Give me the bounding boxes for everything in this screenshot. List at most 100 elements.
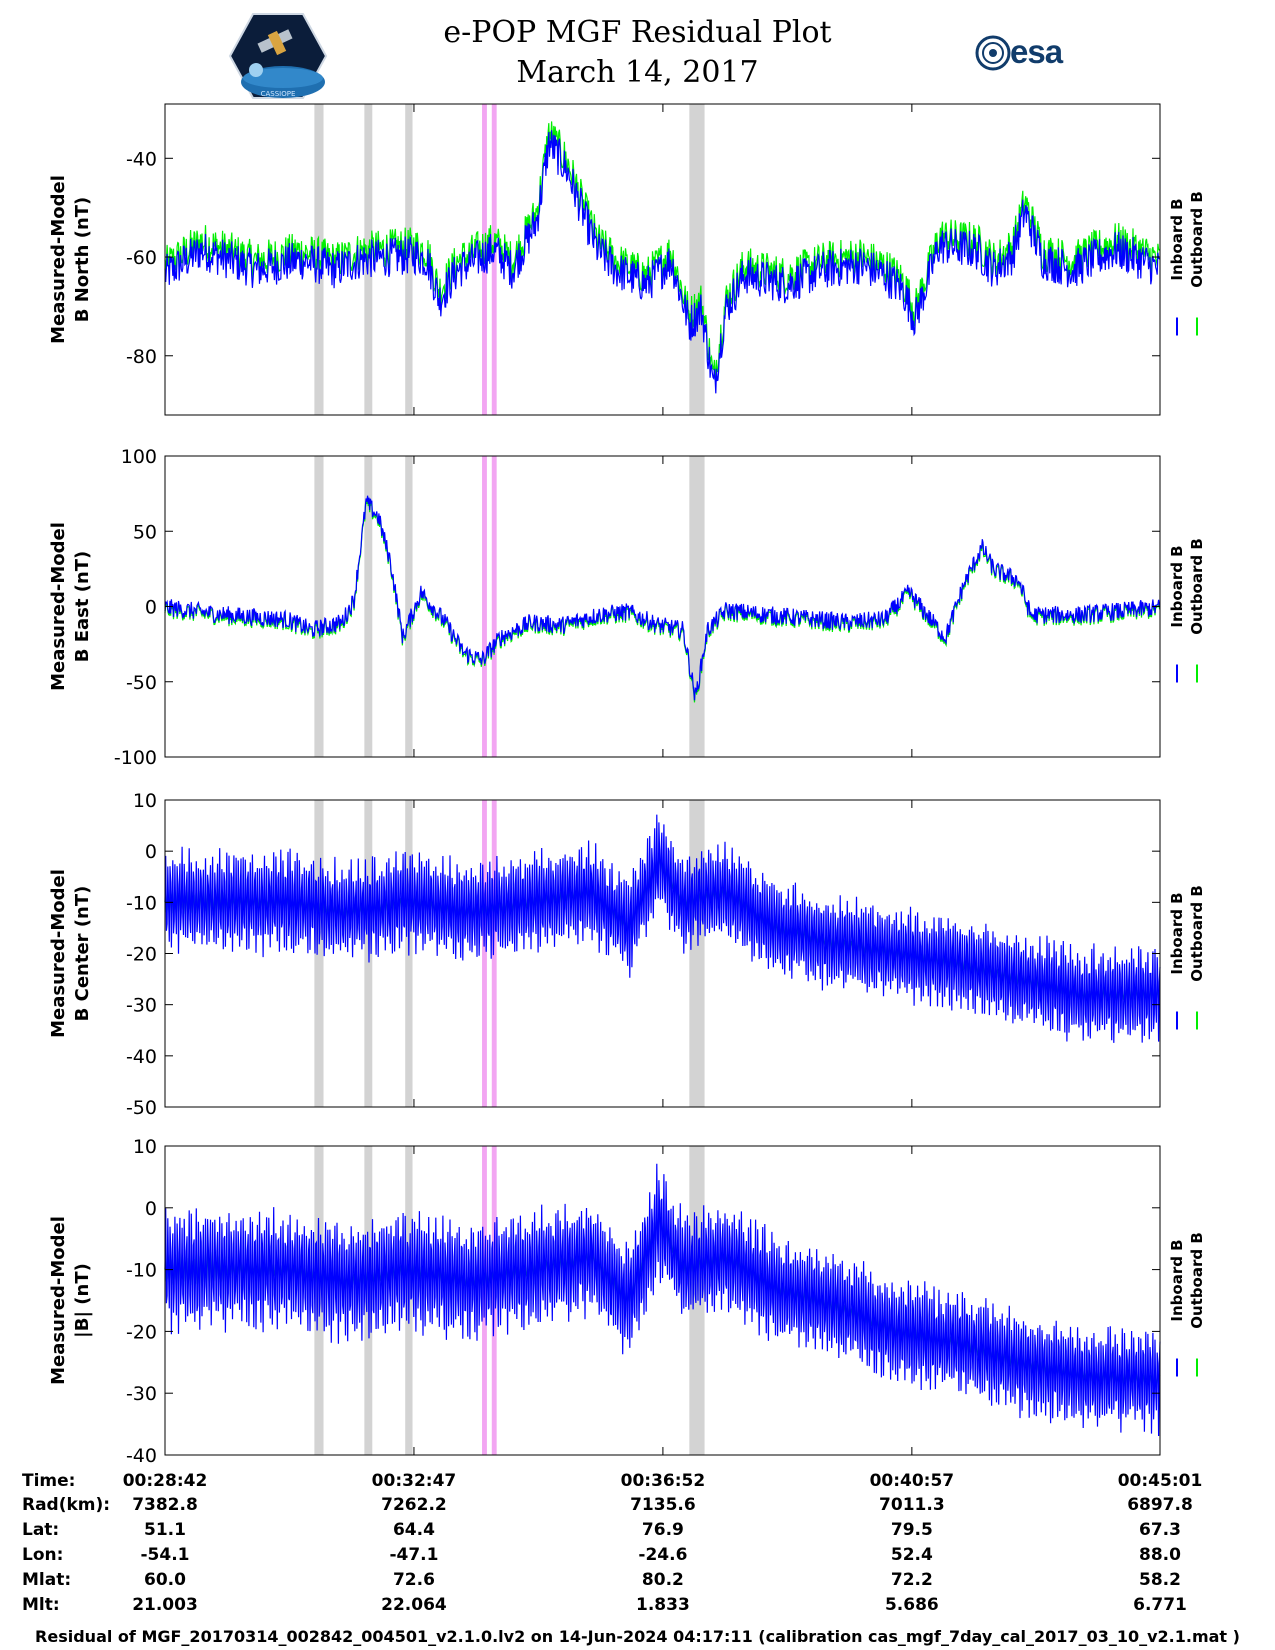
ephemeris-cell: 6.771 [1133, 1595, 1187, 1615]
inboard-series-line [164, 1163, 1161, 1437]
y-tick-label: 0 [145, 841, 157, 863]
gray-interval-band [314, 800, 324, 1107]
y-tick-label: 10 [133, 790, 157, 812]
ephemeris-row-label: Rad(km): [22, 1495, 110, 1515]
ephemeris-cell: 80.2 [642, 1570, 684, 1590]
ephemeris-cell: 00:32:47 [372, 1471, 457, 1491]
gray-interval-band [314, 456, 324, 757]
ephemeris-cell: 00:45:01 [1118, 1471, 1203, 1491]
ephemeris-cell: 64.4 [393, 1520, 435, 1540]
y-tick-label: -100 [114, 747, 157, 769]
legend-inboard-label: Inboard B [1168, 198, 1186, 280]
y-tick-label: -40 [126, 1046, 157, 1068]
y-tick-label: -20 [126, 1321, 157, 1343]
panel-1: -80 -60 -40 Measured-Model B North (nT) Inboa… [48, 103, 1206, 416]
gray-interval-band [689, 456, 705, 757]
y-tick-label: 10 [133, 1136, 157, 1158]
magenta-interval-band [491, 456, 497, 757]
y-tick-label: -30 [126, 995, 157, 1017]
gray-interval-band [405, 456, 413, 757]
ephemeris-cell: 51.1 [144, 1520, 186, 1540]
ephemeris-cell: 7135.6 [630, 1495, 696, 1515]
cassiope-logo: CASSIOPE [228, 13, 328, 99]
ephemeris-cell: 7382.8 [132, 1495, 198, 1515]
ephemeris-cell: 5.686 [885, 1595, 939, 1615]
inboard-series-line [164, 495, 1161, 701]
y-tick-label: -40 [126, 148, 157, 170]
y-tick-label: 100 [121, 446, 157, 468]
y-tick-label: -50 [126, 1097, 157, 1119]
y-tick-label: -40 [126, 1445, 157, 1467]
plot-date: March 14, 2017 [516, 55, 759, 90]
esa-logo [975, 35, 1011, 71]
y-axis-label-units: B Center (nT) [72, 886, 93, 1022]
ephemeris-row-label: Lat: [22, 1520, 59, 1540]
ephemeris-cell: 60.0 [144, 1570, 186, 1590]
cassiope-logo-text: CASSIOPE [261, 90, 296, 98]
ephemeris-cell: 67.3 [1139, 1520, 1181, 1540]
legend-inboard-label: Inboard B [1168, 1239, 1186, 1321]
ephemeris-cell: 7262.2 [381, 1495, 447, 1515]
outboard-series-line [164, 497, 1161, 703]
ephemeris-cell: -54.1 [141, 1545, 190, 1565]
ephemeris-cell: 1.833 [636, 1595, 690, 1615]
ephemeris-cell: 7011.3 [879, 1495, 945, 1515]
ephemeris-cell: 00:36:52 [621, 1471, 706, 1491]
y-tick-label: -50 [126, 672, 157, 694]
y-tick-label: -60 [126, 247, 157, 269]
ephemeris-cell: 88.0 [1139, 1545, 1181, 1565]
ephemeris-cell: 72.6 [393, 1570, 435, 1590]
ephemeris-cell: -47.1 [389, 1545, 438, 1565]
y-tick-label: 50 [133, 521, 157, 543]
y-tick-label: -80 [126, 346, 157, 368]
magenta-interval-band [491, 800, 497, 1107]
ephemeris-cell: 00:28:42 [123, 1471, 208, 1491]
legend-outboard-label: Outboard B [1188, 191, 1206, 288]
esa-logo-text: esa [1010, 33, 1063, 70]
magenta-interval-band [482, 800, 487, 1107]
gray-interval-band [689, 104, 705, 415]
plot-frame [164, 455, 1161, 758]
y-tick-label: -20 [126, 944, 157, 966]
ephemeris-cell: 52.4 [891, 1545, 933, 1565]
gray-interval-band [689, 800, 705, 1107]
ephemeris-cell: 21.003 [132, 1595, 198, 1615]
ephemeris-cell: 00:40:57 [870, 1471, 955, 1491]
ephemeris-cell: 22.064 [381, 1595, 447, 1615]
legend-outboard-label: Outboard B [1188, 538, 1206, 635]
ephemeris-row-label: Lon: [22, 1545, 63, 1565]
legend-outboard-label: Outboard B [1188, 1232, 1206, 1329]
y-tick-label: -10 [126, 1260, 157, 1282]
y-axis-label-units: |B| (nT) [72, 1263, 93, 1338]
ephemeris-cell: 76.9 [642, 1520, 684, 1540]
gray-interval-band [405, 104, 413, 415]
panel-4: -40 -30 -20 -10 0 10 Measured-Model |B| (nT) Inb… [48, 1136, 1206, 1467]
ephemeris-table: Time: Rad(km): Lat: Lon: Mlat: Mlt: 00:28:42 73… [22, 1471, 1202, 1615]
y-tick-label: 0 [145, 597, 157, 619]
panel-2: -100 -50 0 50 100 Measured-Model B East (nT) In… [48, 446, 1206, 769]
legend-inboard-label: Inboard B [1168, 545, 1186, 627]
y-axis-label: Measured-Model [48, 1216, 69, 1385]
legend-outboard-label: Outboard B [1188, 885, 1206, 982]
ephemeris-cell: 79.5 [891, 1520, 933, 1540]
y-tick-label: -10 [126, 892, 157, 914]
ephemeris-cell: 6897.8 [1127, 1495, 1193, 1515]
ephemeris-row-label: Mlt: [22, 1595, 60, 1615]
y-axis-label: Measured-Model [48, 175, 69, 344]
ephemeris-cell: 58.2 [1139, 1570, 1181, 1590]
magenta-interval-band [482, 456, 487, 757]
ephemeris-cell: 72.2 [891, 1570, 933, 1590]
footer-caption: Residual of MGF_20170314_002842_004501_v… [35, 1627, 1240, 1646]
y-axis-label: Measured-Model [48, 869, 69, 1038]
y-axis-label-units: B North (nT) [72, 197, 93, 323]
y-tick-label: -30 [126, 1383, 157, 1405]
y-tick-label: 0 [145, 1198, 157, 1220]
gray-interval-band [364, 456, 373, 757]
y-axis-label-units: B East (nT) [72, 551, 93, 663]
ephemeris-cell: -24.6 [638, 1545, 687, 1565]
plot-title: e-POP MGF Residual Plot [443, 15, 832, 50]
y-axis-label: Measured-Model [48, 522, 69, 691]
legend-inboard-label: Inboard B [1168, 892, 1186, 974]
